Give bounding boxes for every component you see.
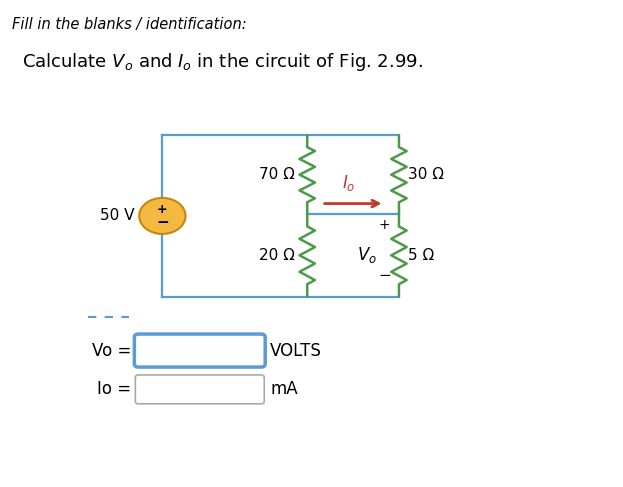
Text: −: − [156, 215, 169, 230]
Text: 20 Ω: 20 Ω [259, 248, 295, 263]
Circle shape [139, 198, 186, 234]
Text: $V_o$: $V_o$ [357, 245, 378, 265]
Text: −: − [378, 268, 391, 283]
Text: 30 Ω: 30 Ω [407, 167, 444, 182]
Text: +: + [379, 218, 390, 232]
FancyBboxPatch shape [135, 375, 264, 404]
Text: 50 V: 50 V [100, 208, 135, 224]
Text: 70 Ω: 70 Ω [259, 167, 295, 182]
Text: +: + [157, 203, 168, 216]
Text: Io =: Io = [97, 380, 131, 398]
Text: Vo =: Vo = [92, 341, 131, 359]
Text: 5 Ω: 5 Ω [407, 248, 434, 263]
Text: Calculate $V_o$ and $I_o$ in the circuit of Fig. 2.99.: Calculate $V_o$ and $I_o$ in the circuit… [22, 51, 422, 73]
Text: $I_o$: $I_o$ [341, 173, 355, 193]
Text: VOLTS: VOLTS [270, 341, 322, 359]
Text: mA: mA [270, 380, 298, 398]
Text: Fill in the blanks / identification:: Fill in the blanks / identification: [12, 17, 247, 32]
FancyBboxPatch shape [135, 334, 265, 367]
